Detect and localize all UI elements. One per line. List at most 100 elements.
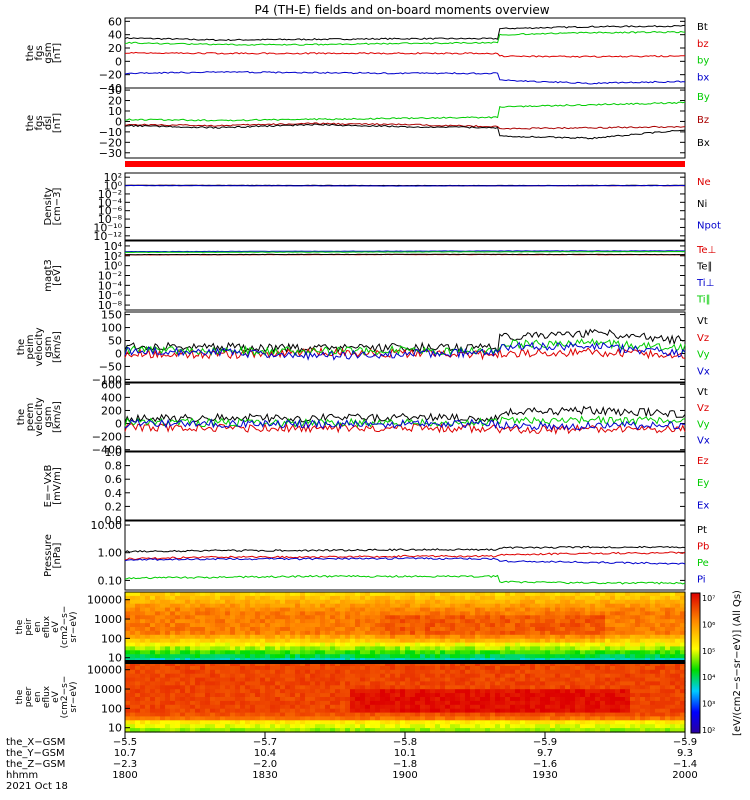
heatmap-cell — [245, 700, 251, 706]
heatmap-cell — [440, 630, 446, 636]
heatmap-cell — [210, 662, 216, 667]
heatmap-cell — [160, 650, 166, 655]
heatmap-cell — [275, 638, 281, 644]
heatmap-cell — [665, 724, 671, 729]
heatmap-cell — [580, 603, 586, 609]
heatmap-cell — [615, 704, 621, 710]
heatmap-cell — [245, 619, 251, 624]
series-Npot — [124, 184, 686, 187]
heatmap-cell — [515, 634, 521, 640]
heatmap-cell — [345, 712, 351, 718]
heatmap-cell — [320, 669, 326, 675]
heatmap-cell — [130, 630, 136, 636]
heatmap-cell — [640, 627, 646, 632]
heatmap-cell — [375, 592, 381, 597]
heatmap-cell — [260, 603, 266, 609]
heatmap-cell — [510, 627, 516, 632]
heatmap-cell — [170, 650, 176, 655]
heatmap-cell — [515, 599, 521, 605]
ytick-label: 0.10 — [98, 574, 123, 587]
heatmap-cell — [655, 700, 661, 706]
heatmap-cell — [445, 638, 451, 644]
heatmap-cell — [180, 630, 186, 636]
heatmap-cell — [665, 615, 671, 620]
heatmap-cell — [445, 603, 451, 609]
heatmap-cell — [480, 724, 486, 729]
heatmap-cell — [255, 646, 261, 651]
heatmap-cell — [355, 627, 361, 632]
heatmap-cell — [400, 595, 406, 601]
heatmap-cell — [635, 646, 641, 651]
heatmap-cell — [405, 669, 411, 675]
heatmap-cell — [655, 654, 661, 659]
heatmap-cell — [275, 669, 281, 675]
heatmap-cell — [650, 646, 656, 651]
heatmap-cell — [675, 623, 681, 628]
heatmap-cell — [615, 642, 621, 648]
heatmap-cell — [490, 642, 496, 648]
heatmap-cell — [540, 623, 546, 628]
heatmap-cell — [285, 704, 291, 710]
heatmap-cell — [560, 697, 566, 702]
legend-label: Te⊥ — [696, 245, 716, 256]
heatmap-cell — [610, 704, 616, 710]
heatmap-cell — [125, 662, 131, 667]
heatmap-cell — [405, 634, 411, 640]
heatmap-cell — [605, 630, 611, 636]
heatmap-cell — [315, 642, 321, 648]
heatmap-cell — [215, 599, 221, 605]
heatmap-cell — [485, 638, 491, 644]
heatmap-cell — [675, 716, 681, 721]
heatmap-cell — [475, 669, 481, 675]
heatmap-cell — [680, 654, 686, 659]
xtick-label: 9.7 — [537, 748, 553, 759]
heatmap-cell — [340, 693, 346, 698]
heatmap-cell — [195, 700, 201, 706]
legend-label: Vy — [697, 350, 710, 361]
heatmap-cell — [450, 607, 456, 613]
heatmap-cell — [495, 677, 501, 683]
heatmap-cell — [250, 712, 256, 718]
heatmap-cell — [200, 669, 206, 675]
heatmap-cell — [585, 642, 591, 648]
heatmap-cell — [625, 615, 631, 620]
heatmap-cell — [250, 716, 256, 721]
heatmap-cell — [195, 638, 201, 644]
heatmap-cell — [500, 634, 506, 640]
heatmap-cell — [680, 642, 686, 648]
heatmap-cell — [605, 728, 611, 733]
heatmap-cell — [435, 669, 441, 675]
heatmap-cell — [635, 627, 641, 632]
heatmap-cell — [545, 724, 551, 729]
heatmap-cell — [425, 595, 431, 601]
ytick-label: −30 — [99, 147, 122, 160]
heatmap-cell — [490, 646, 496, 651]
heatmap-cell — [170, 623, 176, 628]
heatmap-cell — [660, 638, 666, 644]
heatmap-cell — [640, 677, 646, 683]
heatmap-cell — [540, 654, 546, 659]
heatmap-cell — [570, 630, 576, 636]
heatmap-cell — [435, 638, 441, 644]
heatmap-cell — [515, 607, 521, 613]
heatmap-cell — [225, 615, 231, 620]
heatmap-cell — [550, 650, 556, 655]
heatmap-cell — [530, 689, 536, 694]
heatmap-cell — [345, 665, 351, 671]
heatmap-cell — [560, 689, 566, 694]
heatmap-cell — [625, 665, 631, 671]
heatmap-cell — [230, 646, 236, 651]
heatmap-cell — [430, 599, 436, 605]
heatmap-cell — [640, 638, 646, 644]
heatmap-cell — [555, 704, 561, 710]
heatmap-cell — [480, 681, 486, 686]
heatmap-cell — [170, 724, 176, 729]
heatmap-cell — [330, 673, 336, 679]
heatmap-cell — [565, 673, 571, 679]
panel-ylabel: fgs — [34, 45, 45, 60]
heatmap-cell — [165, 708, 171, 714]
heatmap-cell — [395, 623, 401, 628]
heatmap-cell — [645, 689, 651, 694]
heatmap-cell — [520, 700, 526, 706]
